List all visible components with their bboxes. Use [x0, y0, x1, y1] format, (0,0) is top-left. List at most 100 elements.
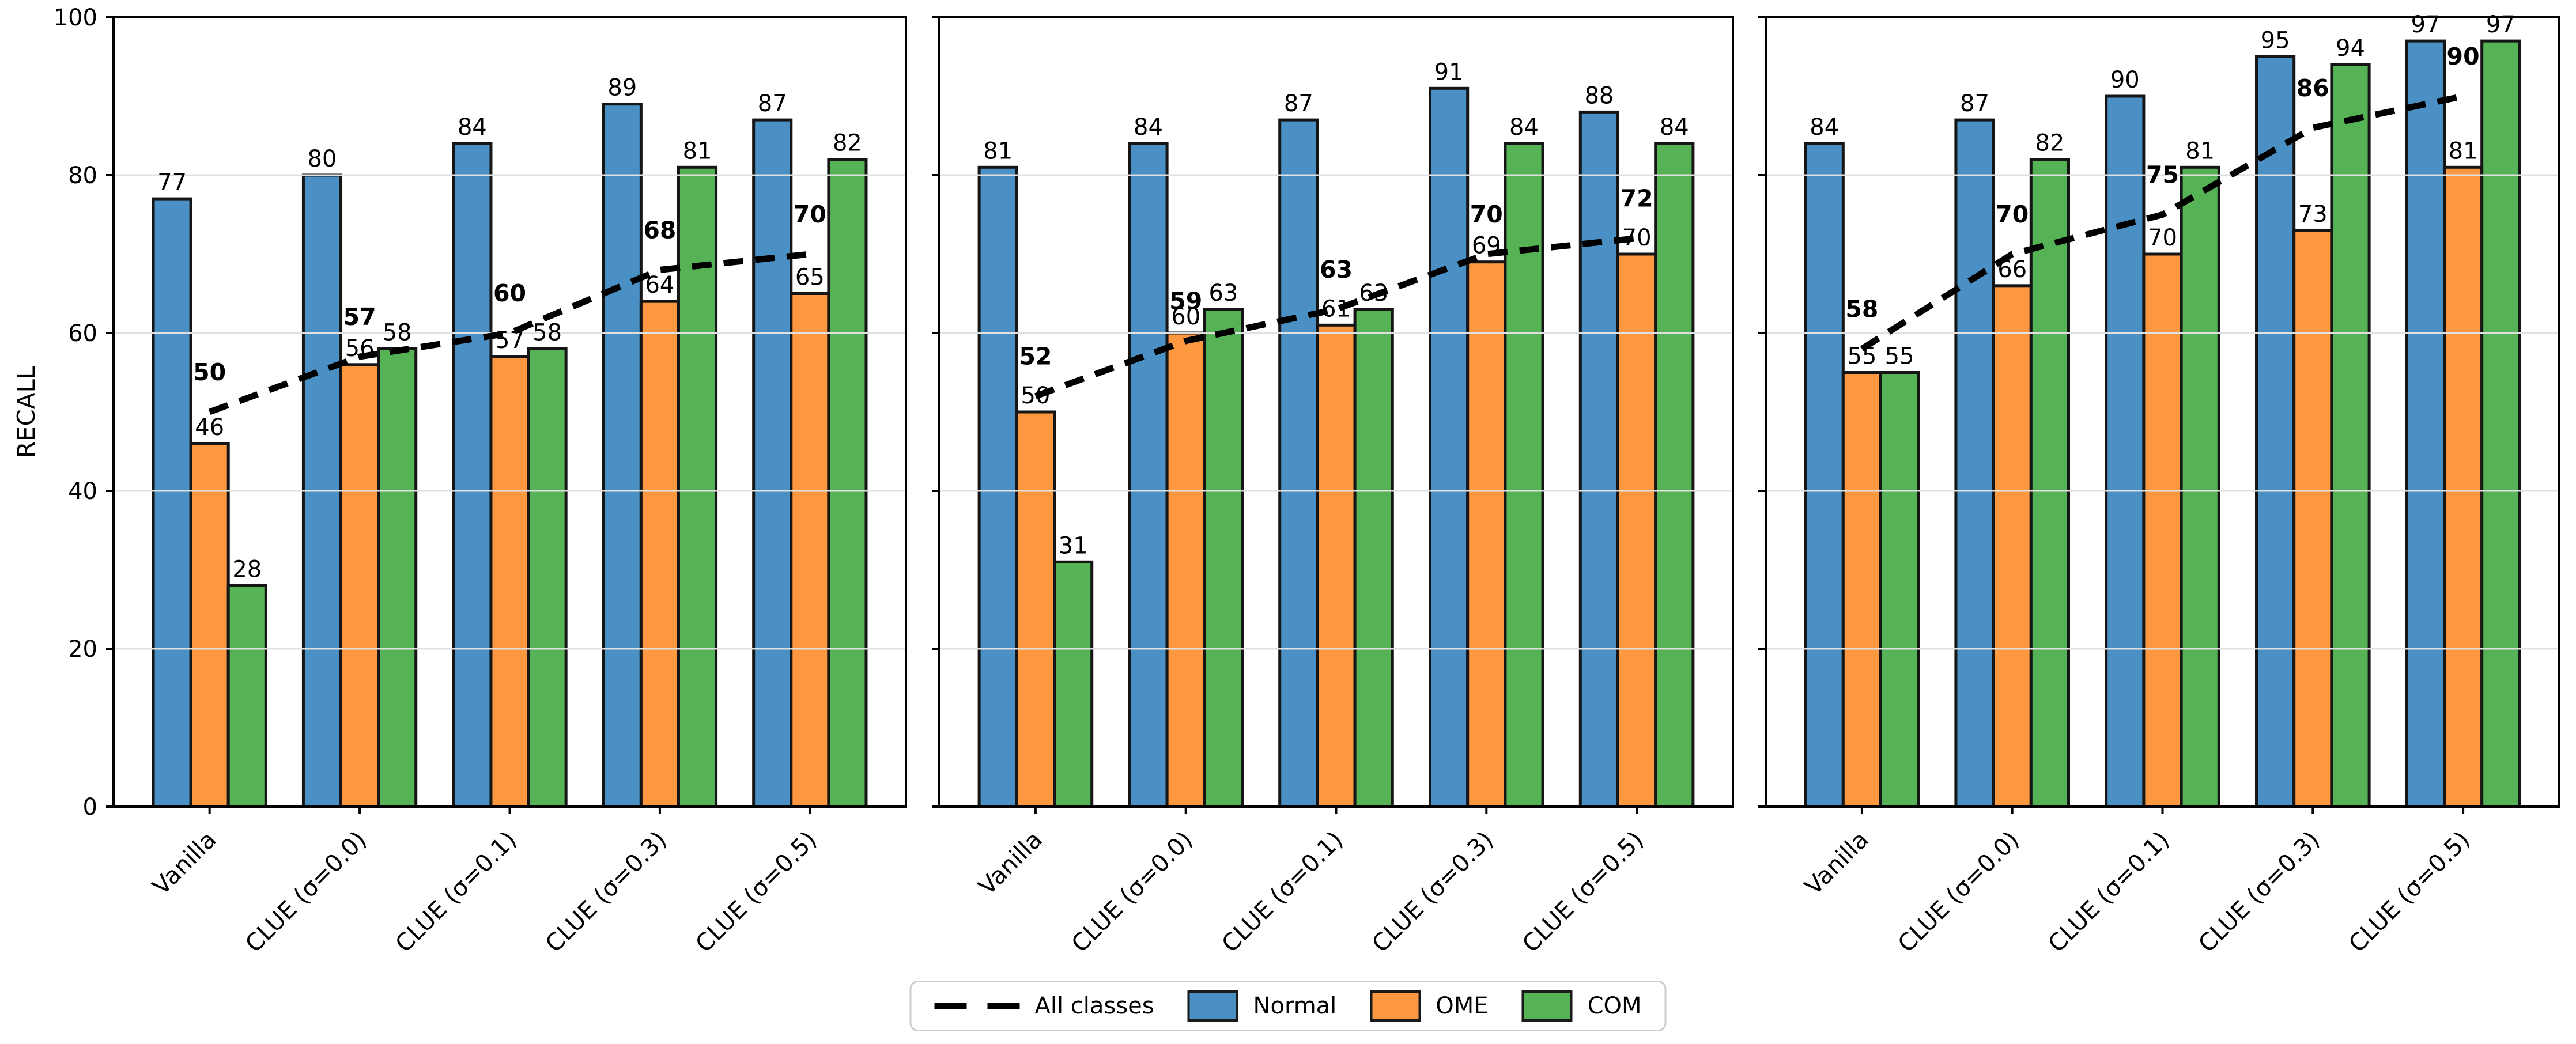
legend-item-normal: Normal	[1187, 990, 1337, 1022]
x-tick-label-3: CLUE (σ=0.3)	[2193, 826, 2325, 958]
bar-normal-2	[452, 142, 493, 808]
bar-label-normal-0: 77	[157, 169, 187, 196]
bar-com-0	[1879, 371, 1920, 808]
bar-label-ome-2: 61	[1321, 296, 1351, 322]
bar-label-com-0: 28	[232, 556, 262, 582]
panel-right: 84 87 90 95 97 55 66 70 73 81 55 82 81 94 97 58 70 75 86 90…	[1758, 12, 2560, 958]
line-label-0: 58	[1845, 295, 1878, 323]
bar-label-com-1: 82	[2035, 130, 2064, 157]
x-tick-label-1: CLUE (σ=0.0)	[1066, 826, 1198, 958]
bar-label-ome-2: 57	[495, 327, 524, 354]
bar-ome-3	[1466, 260, 1507, 808]
line-label-4: 72	[1621, 185, 1653, 213]
bar-label-com-2: 58	[532, 319, 562, 346]
bar-ome-0	[1841, 371, 1883, 808]
x-tick-label-1: CLUE (σ=0.0)	[1893, 826, 2024, 958]
bar-normal-3	[602, 103, 643, 808]
x-tick-label-4: CLUE (σ=0.5)	[1517, 826, 1649, 958]
bar-normal-1	[1128, 142, 1169, 808]
bar-com-3	[2330, 63, 2371, 808]
legend-label-normal: Normal	[1253, 993, 1337, 1019]
x-tick-label-1: CLUE (σ=0.0)	[240, 826, 372, 958]
bar-label-ome-0: 50	[1021, 383, 1050, 409]
bar-label-normal-3: 89	[607, 75, 637, 101]
bar-ome-3	[639, 300, 680, 808]
ome-swatch-icon	[1370, 990, 1421, 1022]
x-tick-label-2: CLUE (σ=0.1)	[2043, 826, 2175, 958]
bar-com-4	[1654, 142, 1695, 808]
legend: All classes Normal OME COM	[909, 981, 1667, 1031]
bar-normal-4	[752, 118, 793, 808]
bar-label-com-3: 81	[683, 138, 712, 164]
bar-label-normal-1: 87	[1960, 90, 1989, 117]
legend-item-ome: OME	[1370, 990, 1489, 1022]
bar-label-ome-0: 55	[1847, 343, 1876, 370]
x-tick-label-0: Vanilla	[1799, 826, 1874, 901]
bar-label-com-1: 58	[383, 319, 412, 346]
line-label-4: 70	[794, 201, 826, 228]
bar-label-ome-2: 70	[2148, 225, 2177, 251]
bar-label-com-3: 94	[2336, 35, 2365, 62]
legend-item-all-classes: All classes	[934, 993, 1154, 1019]
bar-com-1	[1203, 308, 1244, 808]
bar-label-normal-4: 88	[1584, 82, 1614, 109]
panel-left: 77 80 84 89 87 46 56 57 64 65 28 58 58 81 82 50 57 60 68 70…	[54, 5, 907, 958]
bar-label-ome-4: 70	[1622, 225, 1652, 251]
legend-label-com: COM	[1587, 993, 1642, 1019]
bar-ome-1	[339, 363, 380, 808]
bar-ome-1	[1992, 284, 2033, 808]
line-label-1: 59	[1169, 288, 1202, 315]
bar-label-ome-0: 46	[195, 414, 224, 441]
legend-label-ome: OME	[1436, 993, 1489, 1019]
line-label-0: 52	[1019, 343, 1052, 370]
bar-label-normal-2: 84	[458, 114, 487, 141]
all-classes-line	[1034, 235, 1637, 399]
legend-label-all-classes: All classes	[1034, 993, 1154, 1019]
bar-label-ome-4: 81	[2449, 138, 2478, 164]
bar-ome-2	[1316, 323, 1357, 808]
x-tick-label-2: CLUE (σ=0.1)	[390, 826, 522, 958]
bar-ome-4	[790, 292, 830, 808]
line-label-1: 70	[1996, 201, 2029, 228]
bar-label-ome-1: 56	[345, 335, 375, 362]
y-axis-label: RECALL	[12, 365, 40, 458]
bar-com-0	[1053, 560, 1094, 808]
dashed-line-icon	[934, 1003, 1020, 1009]
bar-label-normal-2: 87	[1284, 90, 1313, 117]
bar-com-4	[2480, 39, 2521, 808]
bar-label-com-0: 31	[1059, 532, 1088, 559]
bar-normal-0	[152, 197, 192, 808]
legend-item-com: COM	[1521, 990, 1642, 1022]
line-label-3: 86	[2297, 74, 2329, 102]
bar-label-normal-0: 81	[983, 138, 1013, 164]
all-classes-line	[1860, 93, 2464, 352]
bar-label-normal-4: 87	[758, 90, 787, 117]
x-tick-label-4: CLUE (σ=0.5)	[2343, 826, 2475, 958]
y-tick-label-20: 20	[68, 636, 97, 663]
bar-ome-3	[2292, 229, 2333, 808]
bar-normal-2	[2105, 94, 2146, 808]
x-tick-label-0: Vanilla	[973, 826, 1048, 901]
bar-label-ome-3: 73	[2298, 201, 2328, 228]
line-label-1: 57	[343, 303, 376, 331]
x-tick-label-0: Vanilla	[147, 826, 222, 901]
line-label-4: 90	[2447, 43, 2480, 70]
bar-label-com-3: 84	[1509, 114, 1539, 141]
com-swatch-icon	[1521, 990, 1573, 1022]
normal-swatch-icon	[1187, 990, 1238, 1022]
y-tick-label-80: 80	[68, 162, 97, 189]
bar-ome-2	[2142, 252, 2183, 808]
bar-label-ome-3: 69	[1472, 233, 1501, 259]
bar-label-ome-1: 60	[1171, 304, 1200, 330]
bar-normal-4	[2405, 39, 2446, 808]
bar-com-3	[1504, 142, 1544, 808]
bar-normal-4	[1578, 110, 1619, 808]
bar-normal-0	[1804, 142, 1845, 808]
x-tick-label-3: CLUE (σ=0.3)	[1366, 826, 1498, 958]
bar-label-normal-1: 80	[308, 146, 337, 172]
bar-label-com-1: 63	[1208, 280, 1238, 307]
bar-label-com-4: 82	[833, 130, 862, 157]
bar-com-2	[2180, 165, 2220, 808]
